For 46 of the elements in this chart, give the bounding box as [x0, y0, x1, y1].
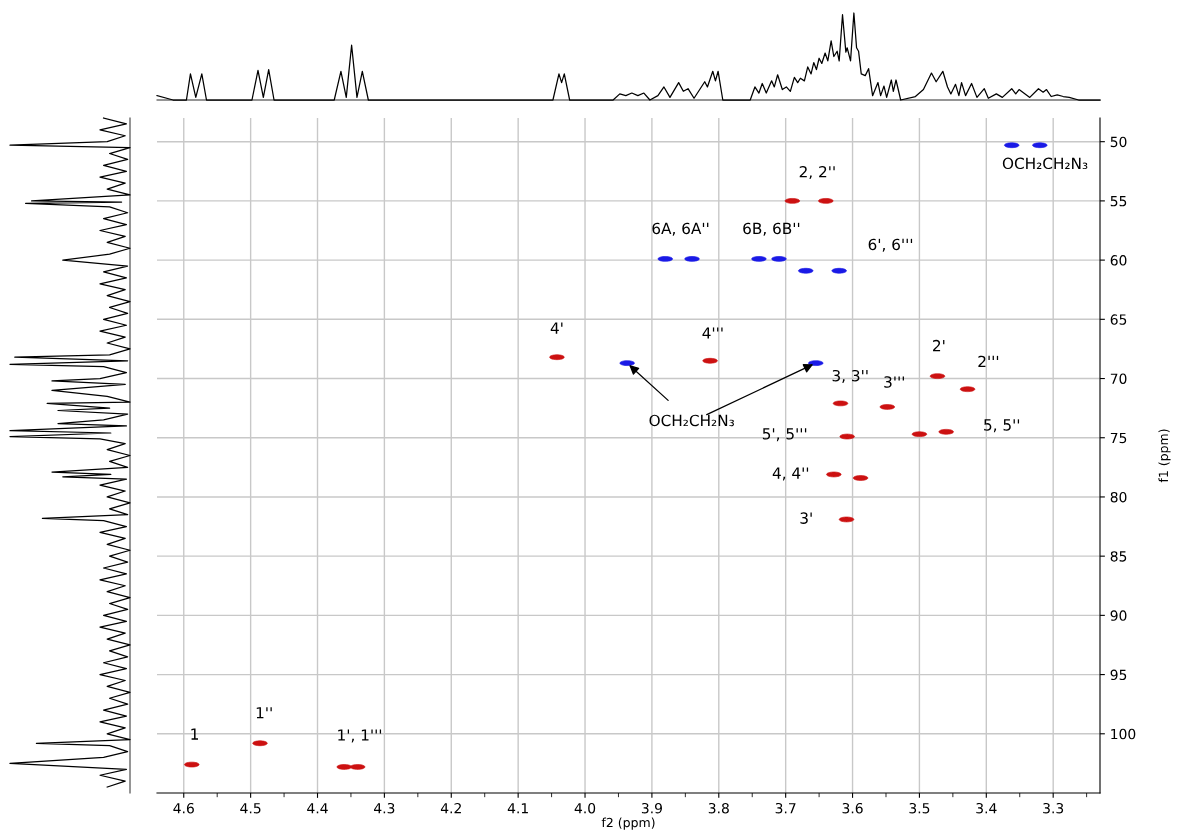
y-tick-label: 70: [1110, 373, 1127, 384]
y-tick-label: 65: [1110, 314, 1127, 325]
x-tick-label: 4.4: [307, 803, 328, 814]
annotation: 2''': [978, 355, 999, 368]
annotation: 1'': [256, 707, 272, 719]
y-axis-title: f1 (ppm): [1158, 429, 1171, 483]
x-tick-label: 4.1: [507, 803, 528, 814]
x-tick-label: 4.3: [374, 802, 395, 814]
annotation: 3''': [884, 376, 904, 388]
annotation: 4''': [702, 327, 723, 339]
annotation: 2, 2'': [799, 165, 835, 180]
y-tick-label: 75: [1110, 432, 1127, 444]
x-tick-label: 4.6: [173, 802, 194, 814]
y-tick-label: 80: [1110, 491, 1127, 503]
annotation: 6B, 6B'': [743, 222, 800, 236]
x-tick-label: 4.0: [574, 802, 596, 814]
annotation: OCH₂CH₂N₃: [1002, 157, 1088, 170]
annotation: 1', 1''': [338, 729, 382, 743]
y-tick-label: 55: [1110, 196, 1127, 207]
x-tick-label: 3.3: [1043, 802, 1064, 814]
x-axis-title: f2 (ppm): [601, 817, 655, 830]
annotation: 2': [933, 339, 945, 352]
annotation: 5', 5''': [762, 428, 807, 442]
annotation: 4, 4'': [772, 467, 809, 481]
x-tick-label: 4.5: [240, 803, 261, 814]
y-tick-label: 95: [1110, 669, 1127, 681]
y-tick-label: 100: [1111, 728, 1136, 740]
y-tick-label: 60: [1110, 255, 1127, 266]
annotation: 3': [800, 512, 812, 524]
y-tick-label: 85: [1110, 551, 1127, 562]
annotation: 4': [550, 322, 563, 334]
x-tick-label: 3.6: [842, 802, 863, 814]
x-tick-label: 3.9: [641, 802, 662, 814]
x-tick-label: 4.2: [440, 802, 461, 814]
x-tick-label: 3.5: [909, 802, 930, 814]
y-tick-label: 50: [1110, 136, 1127, 148]
annotation: 3, 3'': [832, 369, 868, 383]
x-tick-label: 3.4: [976, 802, 997, 814]
y-tick-label: 90: [1110, 610, 1127, 621]
x-tick-label: 3.8: [708, 802, 729, 814]
annotation: 1: [191, 728, 198, 740]
annotation: 5, 5'': [984, 419, 1020, 433]
x-tick-label: 3.7: [775, 802, 796, 814]
annotation: 6', 6''': [868, 238, 913, 252]
annotation: OCH₂CH₂N₃: [649, 414, 734, 427]
annotation: 6A, 6A'': [652, 222, 709, 236]
